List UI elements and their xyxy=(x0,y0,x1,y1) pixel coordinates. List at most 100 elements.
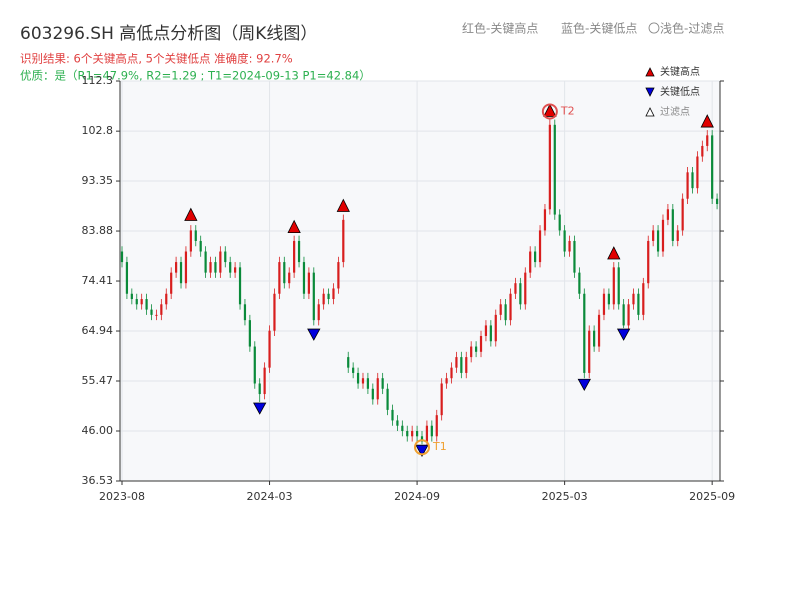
candle-body xyxy=(342,219,345,263)
candle-body xyxy=(184,251,188,284)
candle-body xyxy=(435,415,438,437)
candle-body xyxy=(150,309,153,315)
candle-body xyxy=(607,293,610,305)
candle-body xyxy=(297,240,301,263)
candle-body xyxy=(573,240,576,273)
candle-body xyxy=(332,288,335,300)
candle-body xyxy=(174,262,178,273)
candle-body xyxy=(243,304,247,321)
candle-body xyxy=(347,357,350,368)
candle-body xyxy=(238,267,242,305)
candle-body xyxy=(568,240,571,252)
legend-label: 过滤点 xyxy=(660,105,690,118)
candle-body xyxy=(268,330,271,368)
candle-body xyxy=(248,320,251,347)
candle-body xyxy=(425,425,429,442)
candle-body xyxy=(563,230,566,252)
candle-body xyxy=(189,230,192,252)
candle-body xyxy=(317,304,320,321)
candle-body xyxy=(322,293,325,305)
top-legend: 〇浅色-过滤点 xyxy=(648,22,724,36)
candle-body xyxy=(671,209,674,241)
x-tick-label: 2025-03 xyxy=(542,490,588,503)
candle-body xyxy=(583,293,586,373)
candle-body xyxy=(465,357,468,373)
key-low-marker xyxy=(616,328,631,341)
candle-body xyxy=(647,240,650,284)
annotation-circle xyxy=(414,439,430,456)
annotation-circle xyxy=(541,103,558,120)
candle-body xyxy=(691,172,694,189)
candle-body xyxy=(224,251,227,263)
subtitle: 识别结果: 6个关键高点, 5个关键低点 准确度: 92.7% xyxy=(20,52,293,66)
candle-body xyxy=(504,304,507,321)
candle-body xyxy=(258,383,261,395)
candle-body xyxy=(293,240,296,273)
candle-body xyxy=(686,172,689,199)
key-low-marker xyxy=(307,328,321,341)
candle-body xyxy=(391,409,394,421)
key-high-marker xyxy=(184,207,198,221)
candle-body xyxy=(396,420,399,426)
candle-body xyxy=(558,214,561,231)
candle-body xyxy=(632,293,635,305)
candle-body xyxy=(642,283,645,315)
candle-body xyxy=(696,156,699,189)
candle-body xyxy=(534,251,537,263)
candle-body xyxy=(440,383,443,416)
key-high-marker xyxy=(336,198,350,212)
annotation-label: T1 xyxy=(432,440,447,453)
candle-body xyxy=(263,367,266,395)
candle-body xyxy=(509,293,512,321)
key-high-marker xyxy=(700,114,714,128)
candle-body xyxy=(356,372,360,384)
candle-body xyxy=(543,209,547,231)
y-tick-label: 64.94 xyxy=(82,324,114,337)
candle-body xyxy=(288,272,291,284)
candle-body xyxy=(366,378,370,389)
candle-body xyxy=(548,124,551,210)
candle-body xyxy=(155,314,158,316)
key-high-marker xyxy=(543,103,557,117)
candle-body xyxy=(130,293,133,300)
candle-body xyxy=(145,299,148,310)
candle-body xyxy=(337,262,340,289)
candle-body xyxy=(179,262,183,284)
y-tick-label: 112.3 xyxy=(82,74,114,87)
y-tick-label: 83.88 xyxy=(82,224,114,237)
annotation-label: T2 xyxy=(560,104,575,117)
key-low-marker xyxy=(577,378,591,392)
candle-body xyxy=(450,367,453,379)
candle-body xyxy=(661,219,665,252)
candle-body xyxy=(214,262,217,273)
legend-label: 关键高点 xyxy=(660,65,700,78)
candle-body xyxy=(622,304,625,326)
legend-marker xyxy=(645,67,655,77)
top-legend: 红色-关键高点 xyxy=(462,21,538,36)
candle-body xyxy=(484,325,488,336)
candle-body xyxy=(302,262,306,294)
y-tick-label: 74.41 xyxy=(82,274,114,287)
candle-body xyxy=(529,251,532,273)
candle-body xyxy=(278,262,281,294)
candle-body xyxy=(588,330,591,373)
quality: 优质：是（R1=47.9%, R2=1.29 ; T1=2024-09-13 P… xyxy=(20,69,371,83)
candle-body xyxy=(381,378,384,389)
candle-body xyxy=(199,240,202,252)
candle-body xyxy=(420,436,424,442)
candle-body xyxy=(676,230,679,241)
candle-body xyxy=(430,425,433,437)
candle-body xyxy=(514,283,517,294)
candle-body xyxy=(652,230,655,241)
x-tick-label: 2024-03 xyxy=(247,490,293,503)
key-low-marker xyxy=(415,444,429,458)
candle-body xyxy=(597,314,601,347)
candle-body xyxy=(219,251,222,273)
candle-body xyxy=(666,209,670,220)
candle-body xyxy=(612,267,615,305)
candle-body xyxy=(406,431,409,437)
candle-body xyxy=(401,425,404,432)
y-tick-label: 46.00 xyxy=(82,424,114,437)
candle-body xyxy=(209,262,212,273)
